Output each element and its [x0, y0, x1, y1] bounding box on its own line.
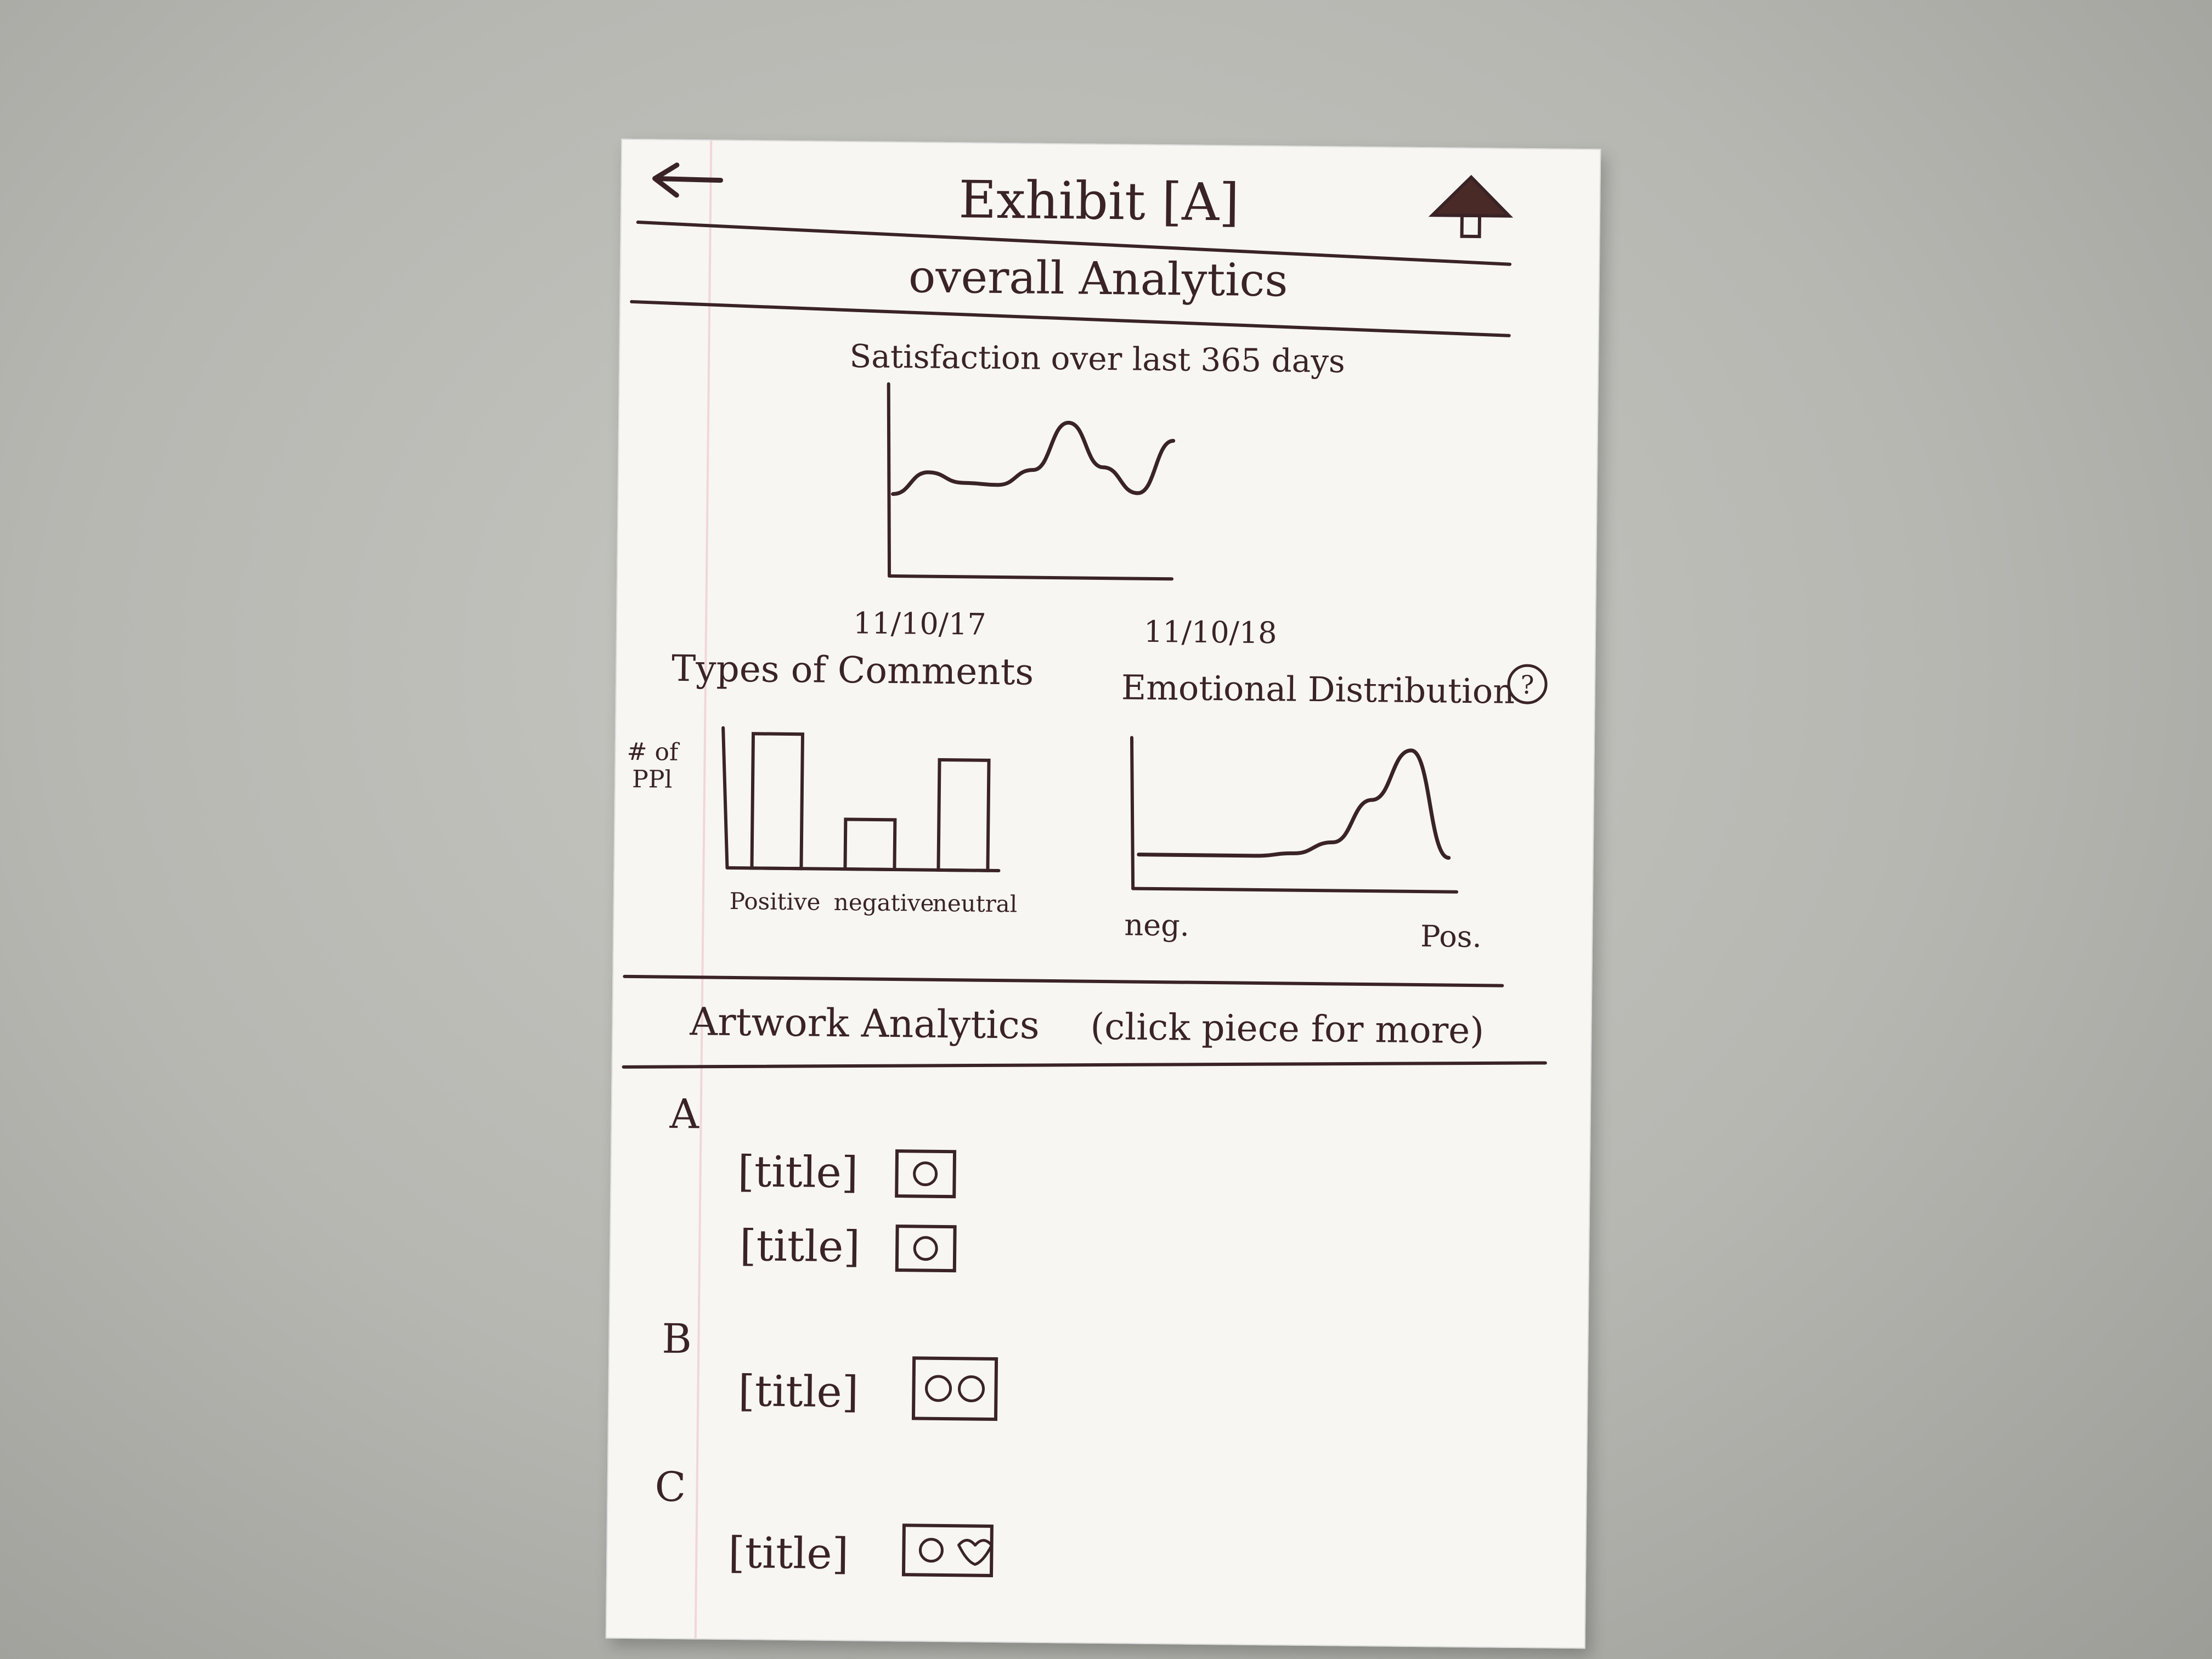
satisfaction-x-axis: [888, 574, 1174, 581]
satisfaction-chart-title: Satisfaction over last 365 days: [849, 337, 1345, 380]
emotion-x-start-label: neg.: [1124, 907, 1189, 943]
prototype-canvas: Exhibit [A] overall Analytics Satisfacti…: [622, 162, 1548, 1581]
comments-bar-neutral: [936, 758, 991, 872]
artwork-title: [title]: [728, 1528, 849, 1579]
artwork-item-a-2[interactable]: [title]: [740, 1221, 957, 1273]
comments-category-label: Positive: [730, 888, 821, 916]
artwork-item-b-1[interactable]: [title]: [738, 1356, 998, 1421]
comments-chart-title: Types of Comments: [672, 647, 1034, 693]
home-icon: [1428, 174, 1514, 239]
home-button[interactable]: [1428, 174, 1514, 239]
comments-bar-negative: [843, 817, 897, 872]
emotion-x-end-label: Pos.: [1420, 919, 1482, 954]
group-label-c: C: [654, 1464, 686, 1511]
emotion-faces-icon: [911, 1356, 998, 1421]
emotion-chart: neg. Pos.: [1124, 736, 1482, 954]
overall-bottom-rule: [623, 974, 1504, 988]
comments-bar-positive: [750, 732, 805, 871]
satisfaction-x-start-label: 11/10/17: [853, 606, 986, 642]
group-label-b: B: [662, 1316, 692, 1363]
satisfaction-line: [891, 420, 1176, 496]
emotion-x-axis: [1131, 887, 1459, 894]
overall-section-title: overall Analytics: [909, 251, 1288, 307]
artwork-title: [title]: [737, 1147, 859, 1198]
emotion-help-button[interactable]: ?: [1507, 664, 1548, 704]
arrow-left-icon: [652, 162, 724, 198]
back-button[interactable]: [652, 162, 724, 198]
satisfaction-chart: 11/10/17 11/10/18: [853, 382, 1277, 651]
artwork-title: [title]: [738, 1367, 859, 1417]
emotion-face-icon: [895, 1149, 957, 1199]
comments-y-axis: [721, 726, 729, 870]
comments-y-label-2: PPl: [632, 765, 673, 794]
emotion-y-axis: [1130, 736, 1135, 890]
artwork-title: [title]: [740, 1221, 861, 1272]
satisfaction-y-axis: [887, 382, 891, 578]
comments-category-label: negative: [834, 889, 934, 917]
emotion-face-icon: [895, 1224, 957, 1273]
artwork-section-title: Artwork Analytics: [689, 999, 1040, 1048]
emotion-curve: [1137, 748, 1451, 860]
artwork-item-c-1[interactable]: [title]: [728, 1523, 994, 1581]
emotion-faces-icon: [901, 1523, 994, 1577]
help-icon: [1507, 664, 1548, 704]
artwork-item-a-1[interactable]: [title]: [737, 1147, 957, 1199]
page-title: Exhibit [A]: [958, 170, 1239, 233]
header-divider: [636, 221, 1512, 266]
artwork-header-rule: [622, 1061, 1547, 1069]
comments-category-label: neutral: [933, 890, 1018, 918]
artwork-section-hint: (click piece for more): [1090, 1006, 1484, 1052]
satisfaction-x-end-label: 11/10/18: [1144, 614, 1277, 651]
emotion-chart-title: Emotional Distribution: [1121, 667, 1515, 712]
overall-top-rule: [630, 300, 1511, 337]
group-label-a: A: [669, 1091, 700, 1138]
comments-y-label: # of: [627, 738, 680, 766]
help-icon-label: ?: [1520, 670, 1534, 699]
paper-prototype-card: Exhibit [A] overall Analytics Satisfacti…: [605, 138, 1601, 1649]
